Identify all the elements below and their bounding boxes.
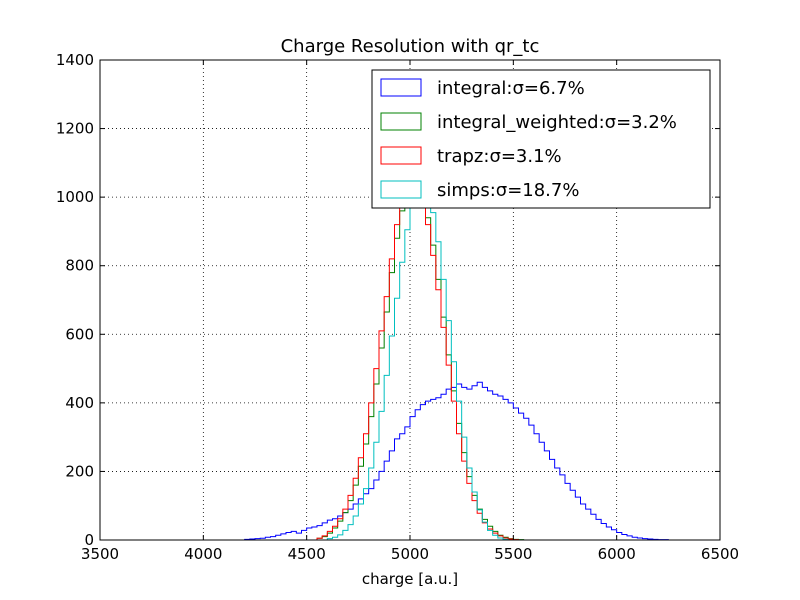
x-tick-label: 5000 — [391, 545, 429, 563]
legend-label-1: integral_weighted:σ=3.2% — [437, 112, 677, 133]
x-tick-label: 4000 — [184, 545, 222, 563]
y-tick-label: 1200 — [56, 120, 94, 138]
legend-series-name: integral_weighted: — [437, 112, 605, 133]
y-tick-label: 800 — [65, 257, 94, 275]
x-tick-label: 6500 — [701, 545, 739, 563]
legend-swatch-0 — [380, 78, 422, 97]
legend-label-3: simps:σ=18.7% — [437, 180, 579, 201]
legend-label-0: integral:σ=6.7% — [437, 78, 585, 99]
legend-sigma: σ=3.1% — [489, 146, 561, 167]
x-tick-label: 4500 — [288, 545, 326, 563]
chart-title: Charge Resolution with qr_tc — [281, 36, 540, 57]
x-tick-label: 5500 — [494, 545, 532, 563]
y-tick-label: 1400 — [56, 51, 94, 69]
legend-swatch-3 — [380, 180, 422, 199]
legend-sigma: σ=3.2% — [605, 112, 677, 133]
x-tick-label: 6000 — [598, 545, 636, 563]
y-tick-label: 1000 — [56, 188, 94, 206]
tick-layer: 3500 4000 4500 5000 5500 6000 6500 0 200 400 600 80… — [56, 51, 739, 563]
legend-series-name: trapz: — [437, 146, 489, 167]
legend-sigma: σ=6.7% — [512, 78, 584, 99]
y-tick-label: 400 — [65, 394, 94, 412]
legend-sigma: σ=18.7% — [496, 180, 580, 201]
legend-series-name: integral: — [437, 78, 512, 99]
legend-series-name: simps: — [437, 180, 496, 201]
x-tick-label: 3500 — [81, 545, 119, 563]
legend-swatch-2 — [380, 146, 422, 165]
legend-label-2: trapz:σ=3.1% — [437, 146, 562, 167]
legend-frame — [371, 69, 711, 209]
x-axis-label: charge [a.u.] — [362, 570, 458, 588]
y-tick-label: 600 — [65, 325, 94, 343]
y-tick-label: 0 — [84, 531, 94, 549]
y-tick-label: 200 — [65, 462, 94, 480]
legend: integral:σ=6.7%integral_weighted:σ=3.2%t… — [371, 69, 711, 209]
legend-swatch-1 — [380, 112, 422, 131]
